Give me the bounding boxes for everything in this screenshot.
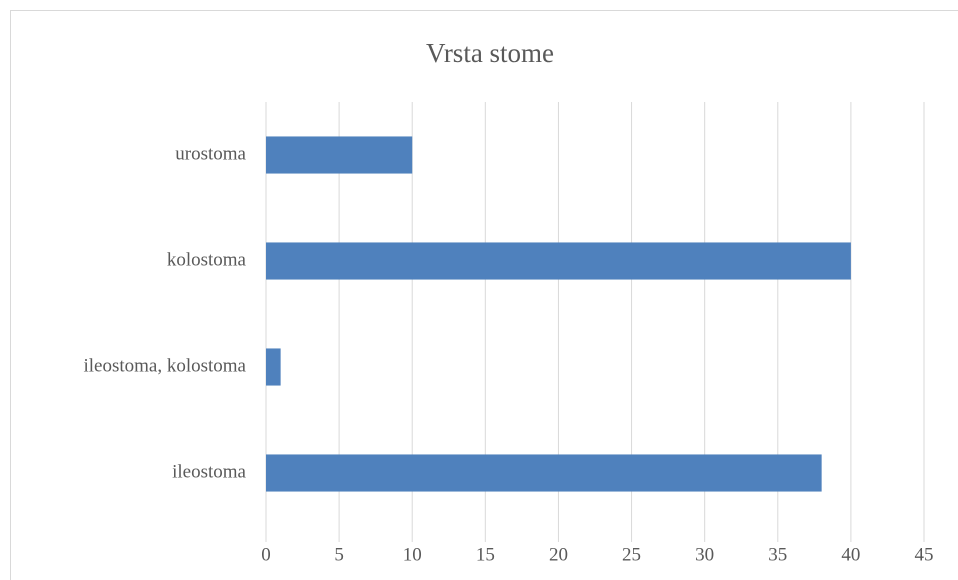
- x-tick-label: 45: [915, 544, 934, 565]
- x-tick-label: 35: [768, 544, 787, 565]
- bar: [266, 136, 413, 174]
- bar: [266, 454, 822, 492]
- y-tick-label: kolostoma: [167, 249, 247, 270]
- bar: [266, 348, 281, 386]
- x-tick-label: 40: [841, 544, 860, 565]
- bar: [266, 242, 851, 280]
- chart-title: Vrsta stome: [426, 38, 554, 68]
- x-tick-label: 30: [695, 544, 714, 565]
- y-tick-label: ileostoma: [172, 461, 246, 482]
- x-tick-label: 15: [476, 544, 495, 565]
- x-tick-label: 10: [403, 544, 422, 565]
- y-tick-label: ileostoma, kolostoma: [83, 355, 246, 376]
- x-tick-label: 5: [334, 544, 344, 565]
- y-tick-label: urostoma: [175, 143, 246, 164]
- x-tick-label: 20: [549, 544, 568, 565]
- x-tick-label: 0: [261, 544, 271, 565]
- x-tick-label: 25: [622, 544, 641, 565]
- chart-frame: [10, 10, 958, 580]
